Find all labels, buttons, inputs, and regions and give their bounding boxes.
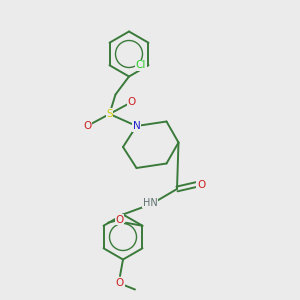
Text: HN: HN [142, 197, 158, 208]
Text: N: N [133, 121, 140, 131]
Text: O: O [115, 215, 124, 225]
Text: O: O [128, 97, 136, 107]
Text: Cl: Cl [136, 60, 146, 70]
Text: S: S [106, 109, 113, 119]
Text: O: O [116, 278, 124, 289]
Text: O: O [83, 121, 91, 131]
Text: O: O [197, 179, 205, 190]
